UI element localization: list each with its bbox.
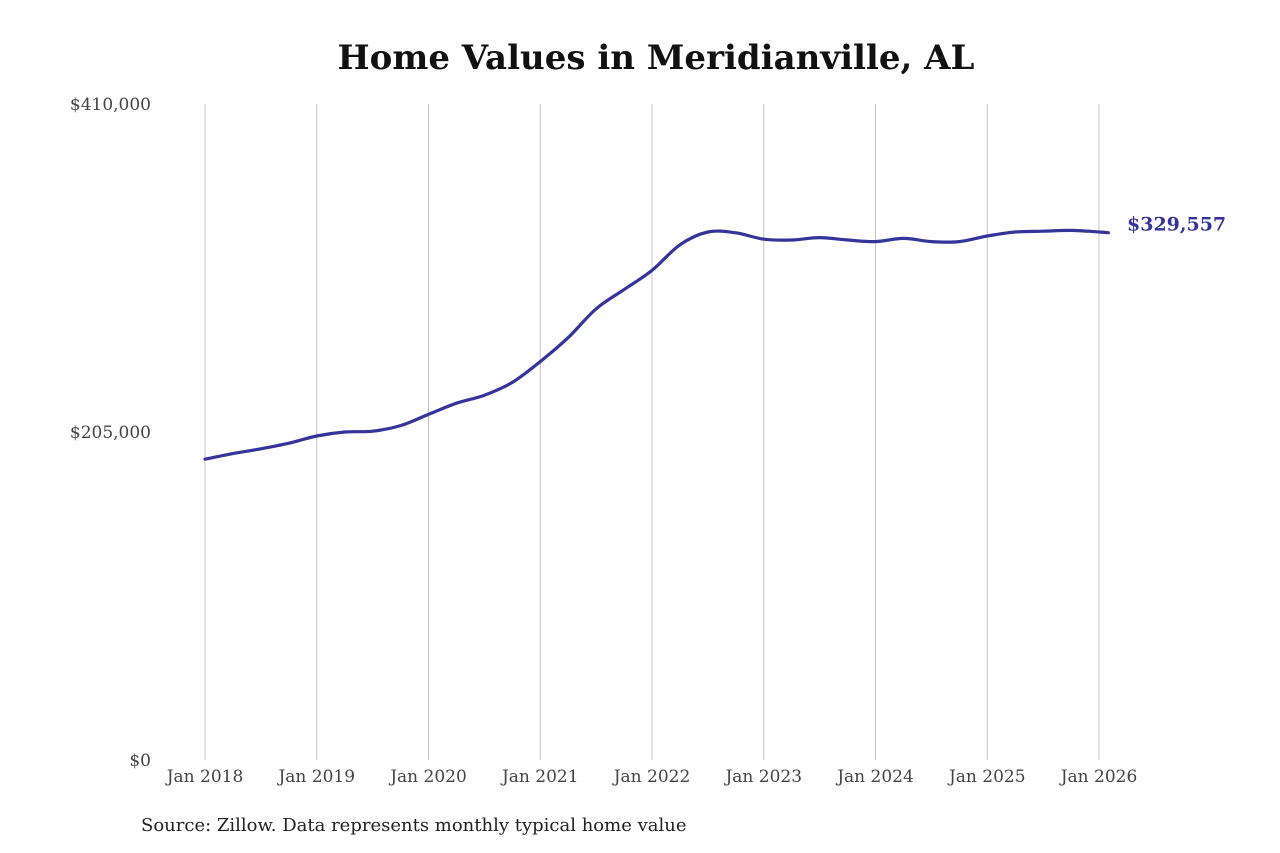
series-end-label: $329,557 <box>1127 214 1226 236</box>
x-tick-label: Jan 2025 <box>947 767 1026 787</box>
source-note: Source: Zillow. Data represents monthly … <box>141 815 687 836</box>
x-tick-label: Jan 2022 <box>612 767 691 787</box>
x-tick-label: Jan 2026 <box>1059 767 1138 787</box>
x-axis-ticks: Jan 2018 Jan 2019 Jan 2020 Jan 2021 Jan 2022… <box>165 767 1138 787</box>
y-tick-label: $0 <box>129 751 151 771</box>
x-tick-label: Jan 2021 <box>500 767 579 787</box>
x-tick-label: Jan 2023 <box>723 767 802 787</box>
grid-lines <box>204 104 1100 760</box>
y-tick-label: $410,000 <box>70 95 151 115</box>
y-tick-label: $205,000 <box>70 423 151 443</box>
series-line <box>203 228 1110 461</box>
x-tick-label: Jan 2019 <box>276 767 355 787</box>
x-tick-label: Jan 2024 <box>835 767 914 787</box>
series-layer <box>203 228 1110 461</box>
y-axis-ticks: $0 $205,000 $410,000 <box>70 95 151 771</box>
end-labels: $329,557 <box>1127 214 1226 236</box>
chart-title: Home Values in Meridianville, AL <box>337 38 975 78</box>
x-tick-label: Jan 2020 <box>388 767 467 787</box>
x-tick-label: Jan 2018 <box>165 767 244 787</box>
